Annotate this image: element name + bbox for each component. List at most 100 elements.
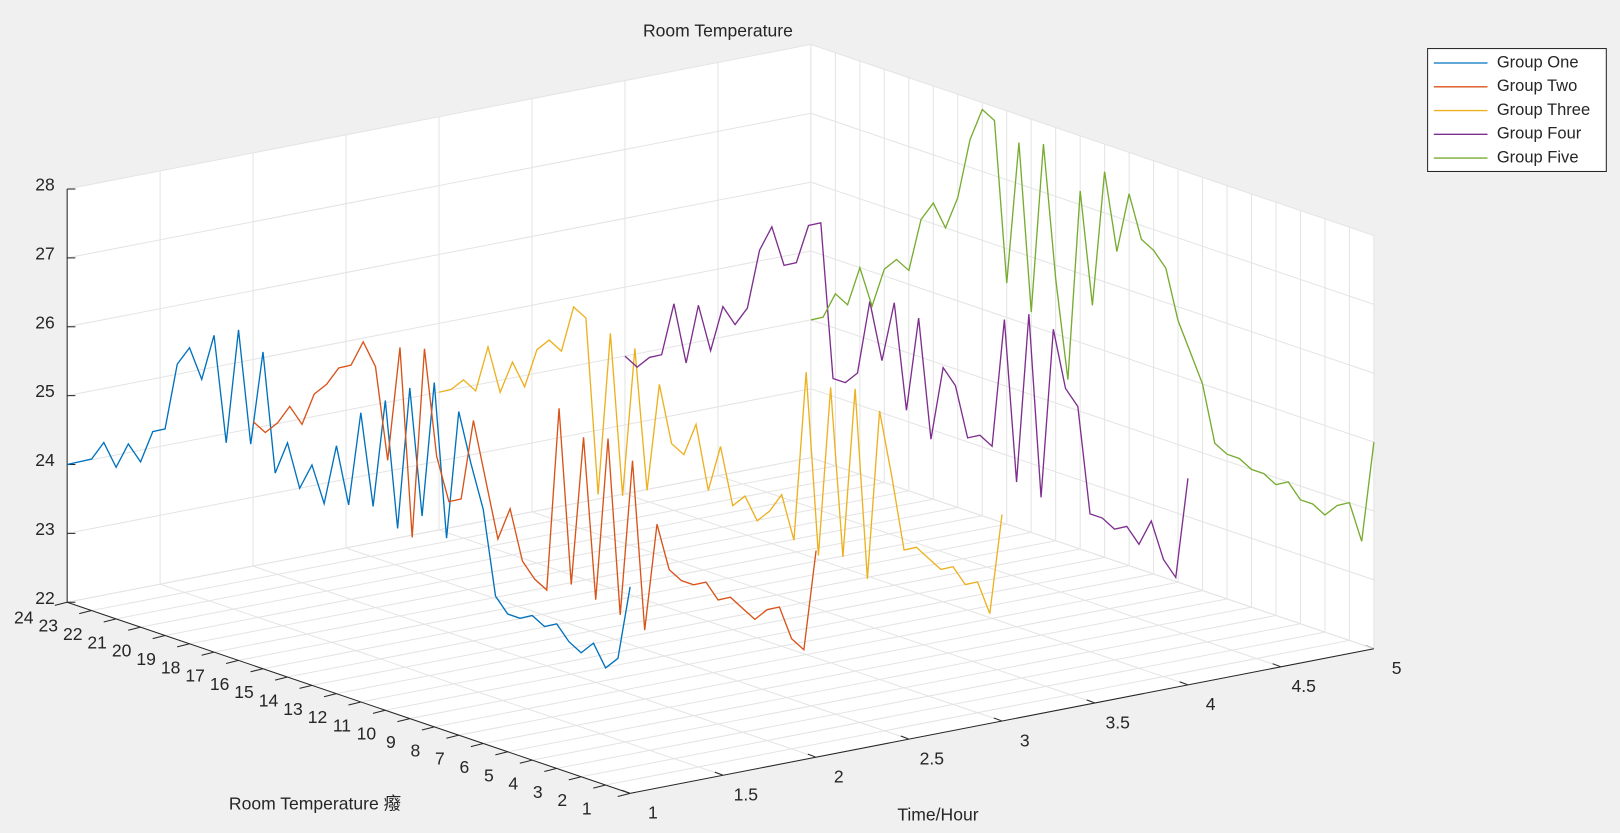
grid-line xyxy=(385,565,1130,711)
grid-line xyxy=(67,388,812,534)
y-tick xyxy=(152,634,166,640)
grid-line xyxy=(67,112,812,259)
x-axis xyxy=(630,648,1374,794)
y-tick-label: 21 xyxy=(87,632,107,652)
grid-line xyxy=(556,623,1301,769)
y-tick-label: 12 xyxy=(308,707,328,727)
y-tick-label: 6 xyxy=(459,757,469,777)
grid-line xyxy=(213,506,958,653)
y-tick-label: 7 xyxy=(435,749,445,769)
z-tick-label: 25 xyxy=(35,381,55,401)
x-tick-label: 1.5 xyxy=(734,785,759,805)
series-line xyxy=(810,108,1375,542)
x-tick-label: 3.5 xyxy=(1106,712,1131,732)
y-tick xyxy=(177,643,190,648)
y-tick xyxy=(593,784,606,789)
y-tick xyxy=(299,684,313,689)
x-tick-label: 3 xyxy=(1020,730,1030,750)
y-tick xyxy=(54,601,68,606)
series-line xyxy=(624,221,1189,580)
grid-line xyxy=(624,493,1189,686)
grid-line xyxy=(252,565,817,758)
x-tick xyxy=(993,717,1003,722)
x-tick-label: 2 xyxy=(834,766,844,786)
chart-title: Room Temperature xyxy=(643,21,793,41)
y-tick-label: 18 xyxy=(161,657,181,677)
legend: Group One Group Two Group Three Group Four G… xyxy=(1427,48,1607,172)
grid-line xyxy=(311,540,1056,686)
grid-line xyxy=(810,181,1375,374)
y-tick-label: 24 xyxy=(14,607,34,627)
y-tick-label: 14 xyxy=(259,690,279,710)
z-tick-label: 26 xyxy=(35,312,55,332)
grid-line xyxy=(532,614,1277,761)
y-tick-label: 23 xyxy=(38,616,58,636)
y-tick-label: 1 xyxy=(582,799,592,819)
y-tick xyxy=(544,767,557,773)
x-tick-label: 1 xyxy=(648,803,658,823)
series-line xyxy=(252,340,817,652)
y-axis xyxy=(66,601,631,794)
plot-root: Room Temperature Time/Hour Room Temperat… xyxy=(14,21,1607,825)
grid-line xyxy=(483,598,1228,744)
series-line xyxy=(438,305,1003,614)
y-tick-label: 17 xyxy=(185,666,205,686)
grid-line xyxy=(458,590,1203,736)
z-tick-label: 23 xyxy=(35,519,55,539)
legend-label: Group Four xyxy=(1497,124,1582,143)
y-tick-label: 5 xyxy=(484,765,494,785)
y-tick xyxy=(421,726,435,731)
y-tick xyxy=(495,751,508,756)
grid-line xyxy=(810,43,1375,237)
grid-line xyxy=(262,523,1007,670)
grid-line xyxy=(238,515,983,661)
z-tick-label: 22 xyxy=(35,588,55,608)
grid-line xyxy=(360,556,1105,703)
y-tick-label: 9 xyxy=(386,732,396,752)
grid-line xyxy=(189,498,934,645)
grid-line xyxy=(287,531,1032,678)
y-tick xyxy=(397,718,410,723)
grid-line xyxy=(164,490,909,636)
grid-line xyxy=(336,548,1081,695)
y-tick xyxy=(568,776,582,781)
grid-line xyxy=(507,606,1252,753)
grid-line xyxy=(810,319,1375,512)
series-line xyxy=(66,329,631,669)
grid-line xyxy=(67,457,812,603)
y-tick xyxy=(372,709,386,714)
y-tick xyxy=(250,668,264,673)
grid-line xyxy=(67,181,812,328)
y-tick xyxy=(201,651,215,656)
x-tick xyxy=(900,735,910,740)
grid-line xyxy=(581,631,1326,778)
grid-line xyxy=(67,250,812,397)
z-tick-label: 24 xyxy=(35,450,55,470)
grid-line xyxy=(810,457,1375,650)
y-tick-label: 16 xyxy=(210,674,230,694)
x-tick xyxy=(807,753,817,758)
y-tick-label: 13 xyxy=(283,699,303,719)
x-tick xyxy=(714,771,724,776)
x-axis-label: Time/Hour xyxy=(897,805,978,825)
y-tick xyxy=(323,693,337,698)
y-tick-label: 8 xyxy=(411,740,421,760)
grid-line xyxy=(438,529,1003,722)
x-tick-label: 5 xyxy=(1392,658,1402,678)
y-tick xyxy=(128,626,141,631)
y-tick-label: 19 xyxy=(136,649,156,669)
legend-label: Group Two xyxy=(1497,76,1577,95)
legend-label: Group Three xyxy=(1497,100,1590,119)
y-tick-label: 3 xyxy=(533,782,543,802)
z-tick-label: 28 xyxy=(35,175,55,195)
y-tick xyxy=(519,759,533,764)
grid-line xyxy=(345,547,910,740)
z-tick-label: 27 xyxy=(35,243,55,263)
x-tick xyxy=(1086,699,1096,704)
x-tick-label: 2.5 xyxy=(920,748,945,768)
y-tick-label: 22 xyxy=(63,624,83,644)
x-tick-label: 4.5 xyxy=(1291,676,1316,696)
y-tick xyxy=(274,676,288,681)
legend-label: Group Five xyxy=(1497,147,1579,166)
y-tick-label: 2 xyxy=(557,790,567,810)
